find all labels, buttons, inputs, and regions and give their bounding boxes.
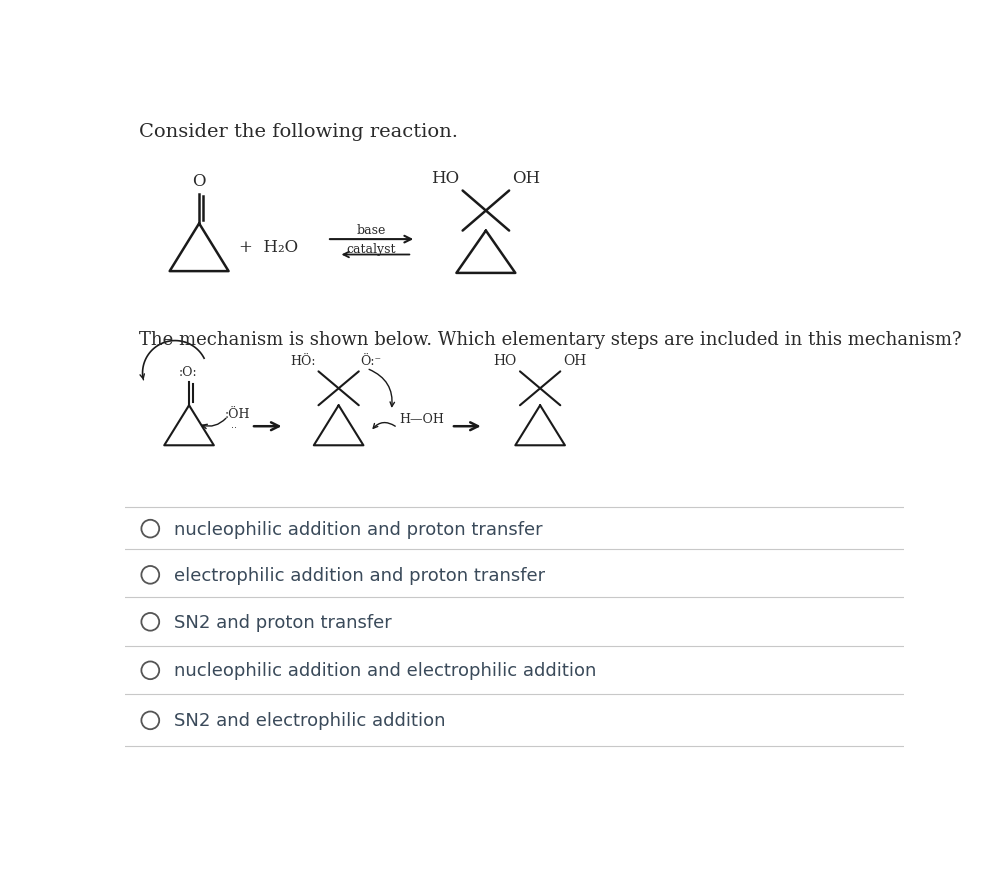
Text: HO: HO xyxy=(493,353,517,367)
Text: Consider the following reaction.: Consider the following reaction. xyxy=(139,123,458,141)
Text: base: base xyxy=(356,224,386,237)
Text: ..: .. xyxy=(231,419,237,430)
Text: catalyst: catalyst xyxy=(346,243,396,256)
Text: OH: OH xyxy=(563,353,586,367)
Text: OH: OH xyxy=(512,170,540,187)
Text: :O:: :O: xyxy=(179,366,198,379)
Text: The mechanism is shown below. Which elementary steps are included in this mechan: The mechanism is shown below. Which elem… xyxy=(139,331,961,348)
Text: nucleophilic addition and electrophilic addition: nucleophilic addition and electrophilic … xyxy=(174,661,596,680)
Text: SN2 and electrophilic addition: SN2 and electrophilic addition xyxy=(174,711,444,730)
Text: :ÖH: :ÖH xyxy=(224,407,250,420)
Text: O: O xyxy=(193,174,206,190)
Text: H—OH: H—OH xyxy=(398,412,443,425)
Text: SN2 and proton transfer: SN2 and proton transfer xyxy=(174,613,391,631)
Text: electrophilic addition and proton transfer: electrophilic addition and proton transf… xyxy=(174,567,545,584)
Text: Ö:⁻: Ö:⁻ xyxy=(360,354,381,367)
Text: nucleophilic addition and proton transfer: nucleophilic addition and proton transfe… xyxy=(174,520,542,538)
Text: HO: HO xyxy=(431,170,459,187)
Text: +  H₂O: + H₂O xyxy=(239,239,298,256)
Text: HÖ:: HÖ: xyxy=(290,354,315,367)
